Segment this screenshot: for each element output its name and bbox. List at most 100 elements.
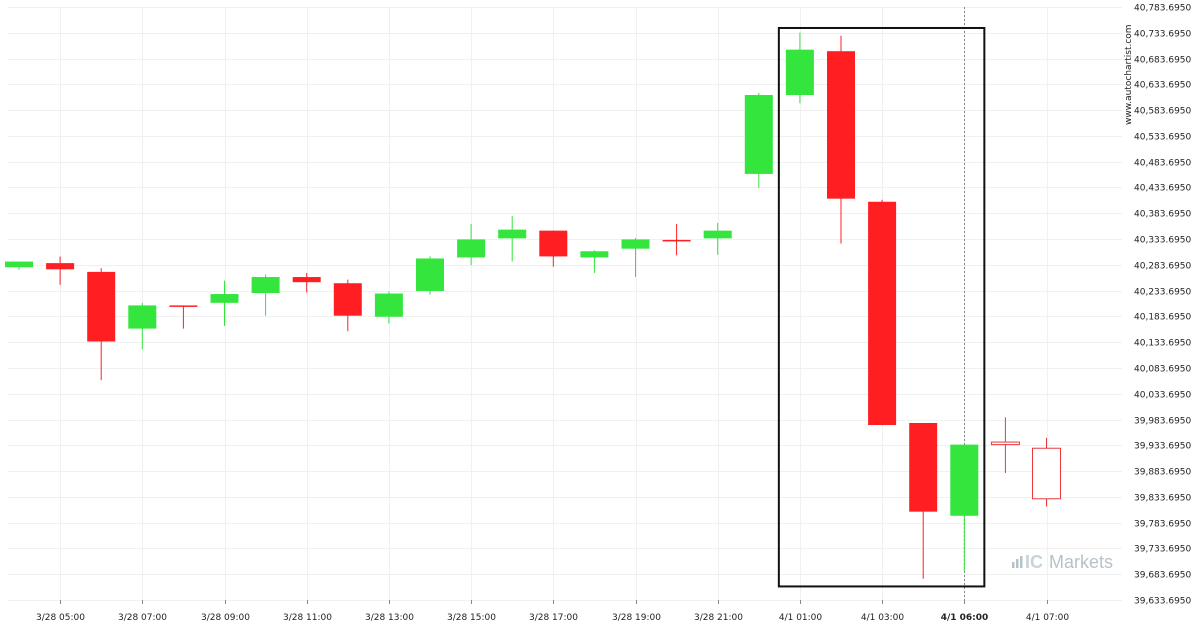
pattern-highlight-box: [777, 26, 986, 588]
y-tick-label: 39,983.6950: [1134, 417, 1192, 427]
candle-body: [251, 277, 280, 294]
y-tick-label: 40,683.6950: [1134, 56, 1192, 66]
y-tick-label: 39,733.6950: [1134, 545, 1192, 555]
x-tick-label: 3/28 05:00: [36, 613, 85, 623]
site-watermark: www.autochartist.com: [1124, 24, 1134, 125]
candle-body: [580, 251, 609, 258]
candle: [827, 35, 855, 244]
x-tick-label: 3/28 07:00: [118, 613, 167, 623]
x-tick-label: 4/1 01:00: [779, 613, 823, 623]
candle: [46, 256, 75, 285]
candle: [292, 272, 321, 293]
y-axis: 40,783.6950 40,733.6950 40,683.6950 40,633.…: [1134, 4, 1192, 607]
x-tick-label: 3/28 17:00: [529, 613, 578, 623]
candle: [169, 305, 198, 329]
y-tick-label: 40,633.6950: [1134, 81, 1192, 91]
logo-prefix: IC: [1025, 552, 1043, 572]
y-tick-label: 40,333.6950: [1134, 236, 1192, 246]
highlight-box-layer: [777, 7, 986, 600]
y-tick-label: 40,583.6950: [1134, 107, 1192, 117]
x-tick-label: 3/28 21:00: [694, 613, 743, 623]
candle-body: [703, 230, 732, 239]
candle-body: [292, 277, 321, 283]
x-tick-label: 3/28 15:00: [447, 613, 496, 623]
y-tick-label: 40,533.6950: [1134, 133, 1192, 143]
y-tick-label: 39,933.6950: [1134, 442, 1192, 452]
candle: [498, 216, 527, 262]
x-tick-label: 4/1 07:00: [1026, 613, 1070, 623]
candle-body: [210, 294, 239, 303]
candle-body: [333, 283, 362, 316]
candle-body: [128, 305, 157, 329]
candle: [868, 199, 897, 426]
candle-body: [87, 271, 116, 342]
candle-body: [374, 293, 403, 317]
candle-body: [785, 49, 814, 96]
y-tick-label: 40,133.6950: [1134, 339, 1192, 349]
candle-body: [498, 229, 527, 239]
y-tick-label: 40,483.6950: [1134, 159, 1192, 169]
y-tick-label: 40,433.6950: [1134, 184, 1192, 194]
candle: [333, 279, 362, 332]
x-tick-label: 4/1 03:00: [861, 613, 905, 623]
candle-body: [950, 444, 979, 516]
candle-body: [827, 51, 855, 199]
brand-logo: IC Markets: [1012, 552, 1113, 572]
candle-body: [744, 95, 773, 174]
candle-body: [990, 441, 1020, 446]
y-tick-label: 40,783.6950: [1134, 4, 1192, 14]
logo-suffix: Markets: [1049, 552, 1113, 572]
candle: [744, 92, 773, 188]
candles: [5, 32, 1061, 579]
candle-body: [909, 422, 938, 512]
candle-body: [5, 261, 33, 268]
y-tick-label: 39,833.6950: [1134, 494, 1192, 504]
candle: [950, 444, 979, 571]
y-tick-label: 39,683.6950: [1134, 571, 1192, 581]
x-tick-label: 3/28 11:00: [283, 613, 332, 623]
y-tick-label: 40,283.6950: [1134, 262, 1192, 272]
candle: [5, 261, 33, 270]
y-tick-label: 39,783.6950: [1134, 520, 1192, 530]
candle: [662, 223, 691, 256]
candle: [990, 417, 1020, 473]
candle: [128, 302, 157, 350]
candle-body: [621, 239, 650, 249]
candle: [621, 237, 650, 278]
candle: [251, 274, 280, 316]
candle: [416, 256, 444, 295]
candle: [785, 32, 814, 104]
candle: [374, 291, 403, 324]
y-tick-label: 40,083.6950: [1134, 365, 1192, 375]
y-tick-label: 39,633.6950: [1134, 597, 1192, 607]
y-tick-label: 40,733.6950: [1134, 30, 1192, 40]
y-tick-label: 40,033.6950: [1134, 391, 1192, 401]
candle: [1032, 437, 1061, 507]
candle: [909, 422, 938, 579]
candle: [580, 250, 609, 273]
x-tick-label: 4/1 06:00: [941, 613, 989, 623]
y-tick-label: 39,883.6950: [1134, 468, 1192, 478]
gridlines: [8, 7, 1122, 601]
candle-body: [46, 263, 75, 270]
candle-body: [416, 258, 444, 291]
y-tick-label: 40,233.6950: [1134, 288, 1192, 298]
y-tick-label: 40,183.6950: [1134, 313, 1192, 323]
x-axis: 3/28 05:00 3/28 07:00 3/28 09:00 3/28 11:00…: [36, 600, 1069, 623]
y-tick-label: 40,383.6950: [1134, 210, 1192, 220]
x-tick-label: 3/28 19:00: [612, 613, 661, 623]
candle-body: [662, 239, 691, 242]
x-tick-label: 3/28 13:00: [365, 613, 414, 623]
candle-body: [539, 230, 568, 257]
candle-body: [169, 305, 198, 307]
candle: [87, 268, 116, 381]
candle: [457, 223, 486, 266]
candle-body: [868, 201, 897, 426]
candle-body: [457, 239, 486, 258]
candle: [539, 230, 568, 267]
candle: [210, 280, 239, 327]
candle: [703, 222, 732, 255]
candle-body: [1032, 447, 1061, 500]
x-tick-label: 3/28 09:00: [201, 613, 250, 623]
